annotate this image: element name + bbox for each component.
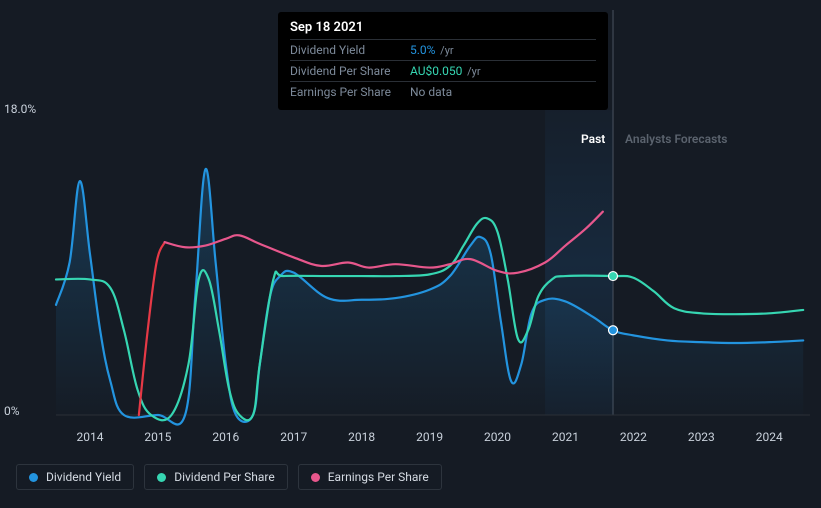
chart-container: Sep 18 2021 Dividend Yield5.0% /yrDivide… <box>0 0 821 508</box>
x-tick-label: 2019 <box>416 430 443 444</box>
x-tick-label: 2020 <box>484 430 511 444</box>
tooltip-row-value: No data <box>410 85 452 99</box>
x-tick-label: 2017 <box>280 430 307 444</box>
legend-dot <box>311 473 320 482</box>
legend-item-dividend-per-share[interactable]: Dividend Per Share <box>144 464 288 490</box>
tooltip-row-label: Dividend Per Share <box>290 64 410 78</box>
x-tick-label: 2022 <box>620 430 647 444</box>
chart-legend: Dividend Yield Dividend Per Share Earnings… <box>16 464 442 490</box>
legend-item-dividend-yield[interactable]: Dividend Yield <box>16 464 134 490</box>
tooltip-row-label: Dividend Yield <box>290 43 410 57</box>
legend-dot <box>29 473 38 482</box>
x-tick-label: 2021 <box>552 430 579 444</box>
past-label: Past <box>581 132 605 146</box>
x-tick-label: 2016 <box>212 430 239 444</box>
y-axis-min-label: 0% <box>4 404 20 418</box>
chart-tooltip: Sep 18 2021 Dividend Yield5.0% /yrDivide… <box>278 12 608 110</box>
x-tick-label: 2023 <box>688 430 715 444</box>
tooltip-row-label: Earnings Per Share <box>290 85 410 99</box>
forecast-label: Analysts Forecasts <box>625 132 727 146</box>
x-tick-label: 2015 <box>144 430 171 444</box>
tooltip-row: Dividend Per ShareAU$0.050 /yr <box>290 60 596 81</box>
legend-label: Dividend Per Share <box>174 470 275 484</box>
tooltip-row-value: 5.0% /yr <box>410 43 454 57</box>
x-tick-label: 2024 <box>756 430 783 444</box>
tooltip-row: Dividend Yield5.0% /yr <box>290 39 596 60</box>
chart-svg <box>16 105 811 445</box>
tooltip-row: Earnings Per ShareNo data <box>290 81 596 102</box>
y-axis-max-label: 18.0% <box>4 102 36 116</box>
legend-label: Earnings Per Share <box>328 470 429 484</box>
legend-item-earnings-per-share[interactable]: Earnings Per Share <box>298 464 442 490</box>
x-tick-label: 2014 <box>76 430 103 444</box>
chart-plot-area[interactable] <box>16 105 811 445</box>
legend-dot <box>157 473 166 482</box>
tooltip-date: Sep 18 2021 <box>290 20 596 39</box>
tooltip-row-value: AU$0.050 /yr <box>410 64 481 78</box>
legend-label: Dividend Yield <box>46 470 121 484</box>
x-tick-label: 2018 <box>348 430 375 444</box>
